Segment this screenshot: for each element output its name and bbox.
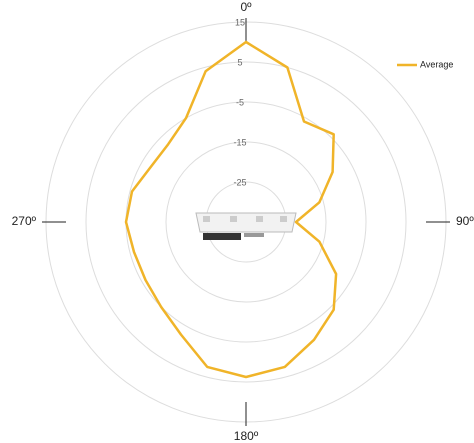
- r-tick-label: 5: [237, 57, 242, 67]
- series-line: [124, 40, 338, 379]
- theta-tick-label: 0º: [240, 0, 252, 14]
- r-tick-label: -5: [236, 97, 244, 107]
- r-tick-label: 15: [235, 17, 245, 27]
- legend-label: Average: [420, 59, 453, 69]
- theta-tick-label: 270º: [12, 214, 37, 228]
- device-base: [203, 233, 241, 240]
- theta-tick-label: 180º: [234, 429, 259, 443]
- device-port: [256, 216, 263, 222]
- r-tick-label: -25: [233, 177, 246, 187]
- grid-ring: [85, 61, 407, 383]
- device-port: [280, 216, 287, 222]
- device-port: [203, 216, 210, 222]
- grid-ring: [165, 141, 327, 303]
- r-tick-label: -15: [233, 137, 246, 147]
- device-body: [195, 212, 297, 233]
- device-port: [230, 216, 237, 222]
- grid: -25 -15 -5 5 15 0º 90º 180º 270º: [12, 0, 474, 443]
- theta-tick-label: 90º: [456, 214, 474, 228]
- device-base: [244, 233, 264, 237]
- plot: Average: [124, 40, 453, 379]
- device-icon: [195, 212, 297, 240]
